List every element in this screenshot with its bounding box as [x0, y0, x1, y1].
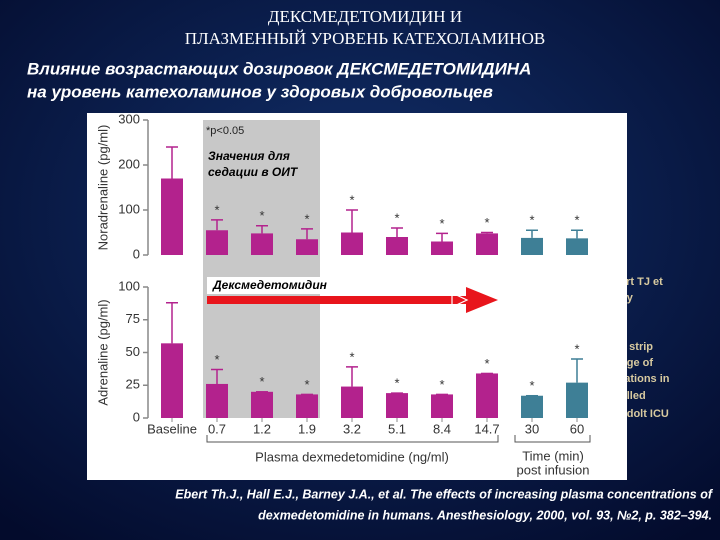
error-bar	[346, 366, 358, 387]
x-tick-label: 1.2	[253, 421, 271, 436]
slide-subtitle: на уровень катехоламинов у здоровых добр…	[27, 82, 493, 101]
group-label: post infusion	[517, 462, 590, 477]
p-note: *p<0.05	[206, 125, 244, 137]
bar	[521, 395, 543, 418]
error-bar	[211, 368, 223, 384]
y-axis-label: Noradrenaline (pg/ml)	[95, 125, 110, 251]
error-bar	[256, 225, 268, 234]
significance: *	[214, 202, 219, 217]
error-bar	[481, 231, 493, 234]
bar	[386, 393, 408, 418]
x-tick-label: 60	[570, 421, 584, 436]
bar	[431, 394, 453, 418]
group-bracket	[206, 435, 499, 443]
significance: *	[529, 213, 534, 228]
bar	[566, 238, 588, 255]
x-tick-label: 0.7	[208, 421, 226, 436]
error-bar	[166, 301, 178, 344]
significance: *	[214, 352, 219, 367]
x-tick-label: 1.9	[298, 421, 316, 436]
y-tick-label: 25	[126, 377, 140, 392]
error-bar	[436, 232, 448, 242]
error-bar	[391, 227, 403, 237]
error-bar	[526, 229, 538, 238]
x-tick-label: Baseline	[147, 421, 197, 436]
bar	[251, 391, 273, 418]
occluded-text: rations in	[620, 373, 670, 385]
arrow-icon	[451, 292, 469, 308]
y-tick-label: 300	[118, 111, 140, 126]
occluded-text: y strip	[620, 341, 653, 353]
x-tick-label: 5.1	[388, 421, 406, 436]
significance: *	[574, 213, 579, 228]
bar	[161, 178, 183, 255]
group-label: Plasma dexmedetomidine (ng/ml)	[255, 449, 449, 464]
y-tick-label: 0	[133, 409, 140, 424]
y-tick-label: 100	[118, 201, 140, 216]
bar	[476, 373, 498, 418]
significance: *	[484, 215, 489, 230]
y-tick-label: 100	[118, 278, 140, 293]
bar	[296, 394, 318, 418]
significance: *	[529, 378, 534, 393]
y-tick-label: 50	[126, 344, 140, 359]
y-tick-label: 200	[118, 156, 140, 171]
bar	[251, 233, 273, 255]
shade-note: седации в ОИТ	[208, 165, 299, 179]
error-bar	[571, 229, 583, 239]
significance: *	[574, 341, 579, 356]
arrow-head	[466, 287, 498, 313]
y-tick-label: 75	[126, 311, 140, 326]
bar	[431, 241, 453, 255]
x-tick-label: 8.4	[433, 421, 451, 436]
significance: *	[439, 216, 444, 231]
slide-title: ДЕКСМЕДЕТОМИДИН И	[268, 7, 462, 26]
bar	[386, 237, 408, 255]
bar	[341, 232, 363, 255]
bar	[341, 386, 363, 418]
bar	[161, 343, 183, 418]
significance: *	[394, 210, 399, 225]
arrow-label: Дексмедетомидин	[212, 278, 328, 292]
y-tick-label: 0	[133, 246, 140, 261]
x-tick-label: 30	[525, 421, 539, 436]
significance: *	[349, 192, 354, 207]
bar	[206, 230, 228, 255]
error-bar	[211, 219, 223, 231]
y-axis-label: Adrenaline (pg/ml)	[95, 299, 110, 405]
occluded-text: nge of	[620, 357, 653, 369]
bar	[566, 382, 588, 418]
significance: *	[304, 211, 309, 226]
significance: *	[349, 349, 354, 364]
citation: dexmedetomidine in humans. Anesthesiolog…	[258, 508, 712, 522]
bar	[521, 237, 543, 255]
significance: *	[259, 208, 264, 223]
significance: *	[439, 377, 444, 392]
bar	[296, 239, 318, 255]
significance: *	[304, 377, 309, 392]
arrow-label-box	[207, 277, 350, 294]
error-bar	[301, 228, 313, 240]
error-bar	[571, 358, 583, 383]
x-tick-label: 14.7	[474, 421, 499, 436]
significance: *	[394, 376, 399, 391]
x-tick-label: 3.2	[343, 421, 361, 436]
slide-subtitle: Влияние возрастающих дозировок ДЕКСМЕДЕТ…	[27, 59, 531, 78]
significance: *	[259, 374, 264, 389]
bar	[206, 383, 228, 418]
sedation-range	[203, 120, 320, 418]
slide-title: ПЛАЗМЕННЫЙ УРОВЕНЬ КАТЕХОЛАМИНОВ	[185, 29, 545, 48]
error-bar	[166, 146, 178, 179]
group-label: Time (min)	[522, 448, 584, 463]
significance: *	[484, 356, 489, 371]
bar	[476, 233, 498, 255]
error-bar	[346, 209, 358, 233]
shade-note: Значения для	[208, 149, 290, 163]
occluded-text: ert TJ et	[620, 276, 663, 288]
citation: Ebert Th.J., Hall E.J., Barney J.A., et …	[175, 487, 714, 501]
group-bracket	[514, 435, 591, 443]
occluded-text: odolt ICU	[620, 408, 669, 420]
